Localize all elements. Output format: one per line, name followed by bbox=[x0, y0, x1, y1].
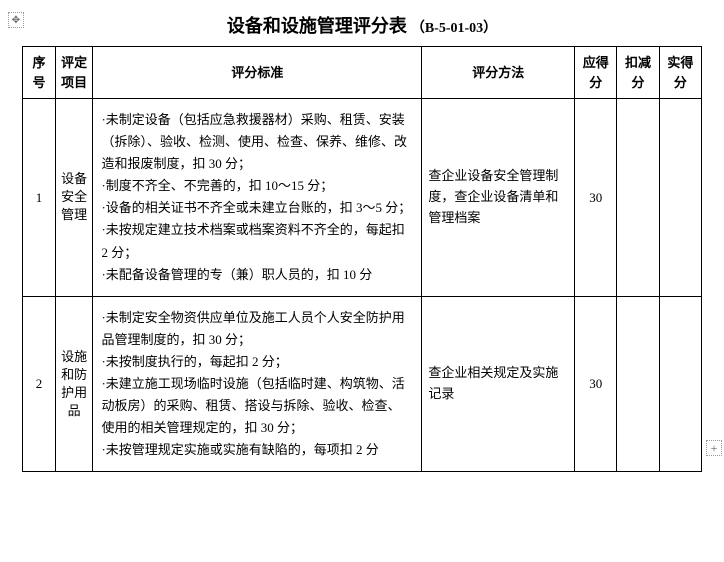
cell-item: 设施和防护用品 bbox=[55, 296, 93, 472]
header-item: 评定项目 bbox=[55, 47, 93, 99]
header-deduct: 扣减分 bbox=[617, 47, 659, 99]
table-row: 2 设施和防护用品 ·未制定安全物资供应单位及施工人员个人安全防护用品管理制度的… bbox=[23, 296, 702, 472]
cell-criteria: ·未制定设备（包括应急救援器材）采购、租赁、安装（拆除）、验收、检测、使用、检查… bbox=[93, 99, 422, 297]
cell-actual bbox=[659, 296, 701, 472]
cell-method: 查企业设备安全管理制度，查企业设备清单和管理档案 bbox=[422, 99, 575, 297]
cell-should: 30 bbox=[575, 296, 617, 472]
scoring-table: 序号 评定项目 评分标准 评分方法 应得分 扣减分 实得分 1 设备安全管理 ·… bbox=[22, 46, 702, 472]
header-actual: 实得分 bbox=[659, 47, 701, 99]
header-standard: 评分标准 bbox=[93, 47, 422, 99]
move-handle-icon[interactable]: ✥ bbox=[8, 12, 24, 28]
header-should: 应得分 bbox=[575, 47, 617, 99]
add-handle-icon[interactable]: + bbox=[706, 440, 722, 456]
cell-deduct bbox=[617, 296, 659, 472]
cell-deduct bbox=[617, 99, 659, 297]
cell-actual bbox=[659, 99, 701, 297]
cell-item: 设备安全管理 bbox=[55, 99, 93, 297]
title-main: 设备和设施管理评分表 bbox=[227, 16, 407, 36]
table-title: 设备和设施管理评分表 （B-5-01-03） bbox=[15, 10, 709, 38]
table-row: 1 设备安全管理 ·未制定设备（包括应急救援器材）采购、租赁、安装（拆除）、验收… bbox=[23, 99, 702, 297]
cell-should: 30 bbox=[575, 99, 617, 297]
cell-criteria: ·未制定安全物资供应单位及施工人员个人安全防护用品管理制度的，扣 30 分；·未… bbox=[93, 296, 422, 472]
header-method: 评分方法 bbox=[422, 47, 575, 99]
cell-no: 1 bbox=[23, 99, 56, 297]
table-header-row: 序号 评定项目 评分标准 评分方法 应得分 扣减分 实得分 bbox=[23, 47, 702, 99]
header-no: 序号 bbox=[23, 47, 56, 99]
cell-no: 2 bbox=[23, 296, 56, 472]
title-sub: （B-5-01-03） bbox=[411, 21, 497, 36]
cell-method: 查企业相关规定及实施记录 bbox=[422, 296, 575, 472]
